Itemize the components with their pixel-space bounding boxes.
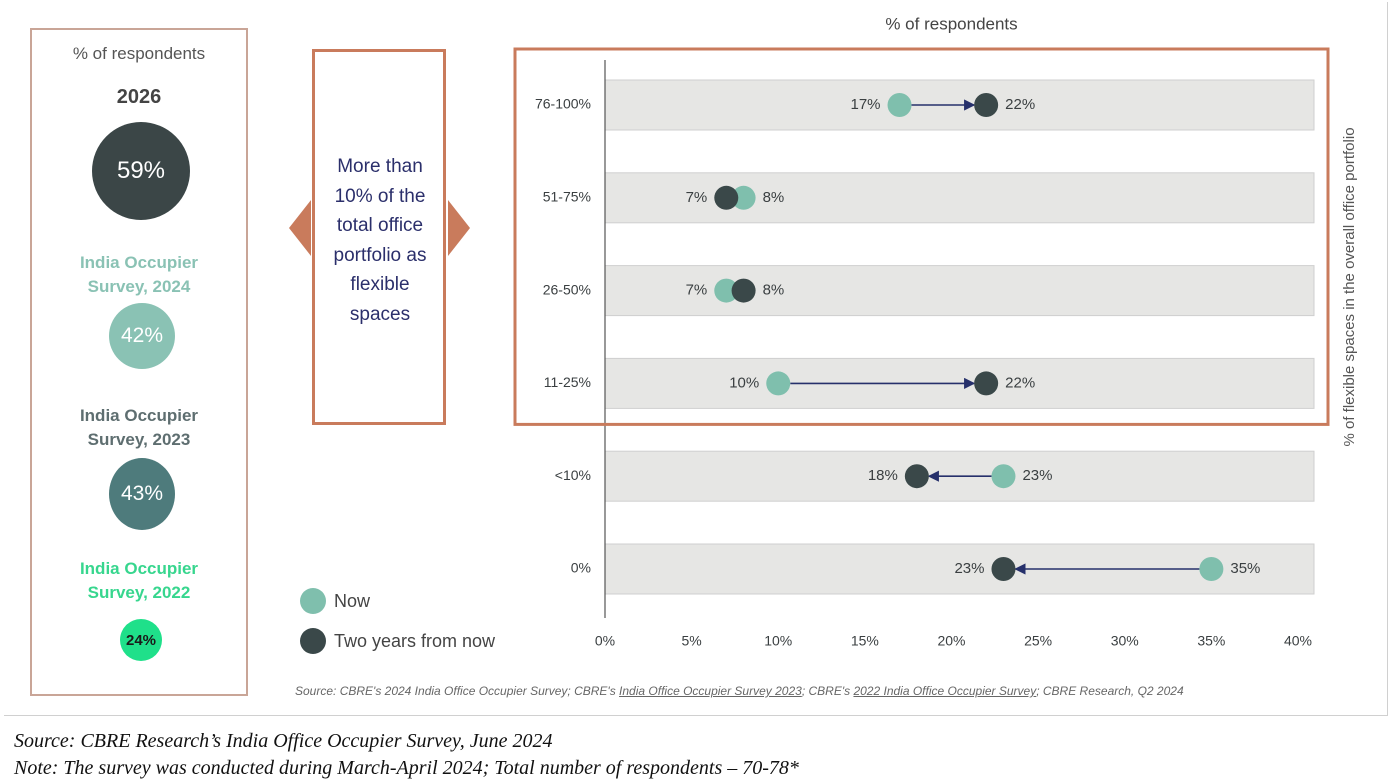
category-label: 51-75% [543,189,591,205]
future-point [904,464,929,489]
share-2026-value: 59% [116,157,166,184]
x-tick-label: 15% [851,633,879,649]
x-tick-label: 5% [682,633,702,649]
share-2022-value: 24% [125,631,157,649]
callout-line: spaces [349,303,411,325]
category-label: <10% [555,467,591,483]
x-tick-label: 10% [764,633,792,649]
legend-future-marker [300,628,326,654]
x-tick-label: 20% [937,633,965,649]
legend-now-marker [300,588,326,614]
legend-future-label: Two years from now [334,630,496,651]
chart-title: % of respondents [885,14,1017,33]
share-2024-value: 42% [120,324,164,347]
share-2023-circle: 43% [109,458,175,530]
x-tick-label: 40% [1284,633,1312,649]
callout-box [312,49,446,425]
footer-note: Note: The survey was conducted during Ma… [14,757,799,779]
x-tick-label: 30% [1111,633,1139,649]
row-band [604,265,1315,317]
future-point [731,278,756,303]
callout-line: More than [337,156,423,177]
footer-source: Source: CBRE Research’s India Office Occ… [14,730,553,752]
x-tick-label: 25% [1024,633,1052,649]
callout-right-arrow [448,200,470,256]
share-2026-circle: 59% [92,122,190,220]
legend-now: Now [300,588,370,614]
chart-source-note: Source: CBRE's 2024 India Office Occupie… [295,684,1184,698]
now-point [1199,557,1224,581]
category-label: 26-50% [543,281,591,297]
callout-line: total office [336,215,424,236]
source-link-2023[interactable]: India Office Occupier Survey 2023 [619,684,802,698]
future-point [714,185,739,210]
data-label: 23% [1022,467,1052,484]
category-label: 76-100% [535,96,591,112]
data-label: 7% [686,189,708,206]
callout-line: 10% of the [334,185,426,207]
data-label: 8% [763,282,785,299]
share-2024-circle: 42% [109,303,175,369]
share-2023-value: 43% [120,482,164,505]
left-panel-year: 2026 [116,86,162,108]
data-label: 17% [850,96,880,113]
left-panel: % of respondents 2026 59% India Occupier… [30,28,248,696]
figure-frame [4,2,1388,716]
now-point [714,278,739,303]
future-point [991,557,1016,581]
data-label: 18% [868,467,898,484]
data-label: 8% [763,189,785,206]
row-band [604,172,1315,224]
survey-2023-label: India Occupier Survey, 2023 [79,406,199,449]
share-2022-circle: 24% [120,619,162,661]
data-label: 10% [729,374,759,391]
now-point [766,371,791,396]
x-tick-label: 35% [1197,633,1225,649]
legend-future: Two years from now [300,628,495,654]
category-label: 11-25% [544,374,591,390]
source-suffix: ; CBRE Research, Q2 2024 [1036,684,1184,698]
now-point [991,464,1016,489]
category-label: 0% [571,560,591,576]
data-label: 22% [1005,96,1035,113]
future-point [974,371,999,396]
data-label: 7% [686,282,708,299]
callout-left-arrow [289,200,311,256]
data-label: 35% [1230,560,1260,577]
data-label: 23% [954,560,984,577]
left-panel-header: % of respondents [72,44,206,63]
x-tick-label: 0% [595,633,615,649]
callout-line: portfolio as [333,244,427,266]
future-point [974,93,999,117]
now-point [731,185,756,210]
source-link-2022[interactable]: 2022 India Office Occupier Survey [853,684,1037,698]
source-mid: ; CBRE's [801,684,854,698]
source-prefix: Source: CBRE's 2024 India Office Occupie… [295,684,620,698]
callout-line: flexible [350,274,410,295]
now-point [887,93,912,117]
data-label: 22% [1005,374,1035,391]
survey-2024-label: India Occupier Survey, 2024 [79,253,199,296]
callout-text: More than 10% of the total office portfo… [322,152,438,329]
highlight-box [513,47,1330,426]
y-axis-label: % of flexible spaces in the overall offi… [1341,127,1358,446]
dumbbell-chart: % of respondents 76-100% 17% 22% 51-75% 7% 8% 2… [513,14,1358,649]
legend-now-label: Now [334,590,371,611]
survey-2022-label: India Occupier Survey, 2022 [79,559,199,602]
